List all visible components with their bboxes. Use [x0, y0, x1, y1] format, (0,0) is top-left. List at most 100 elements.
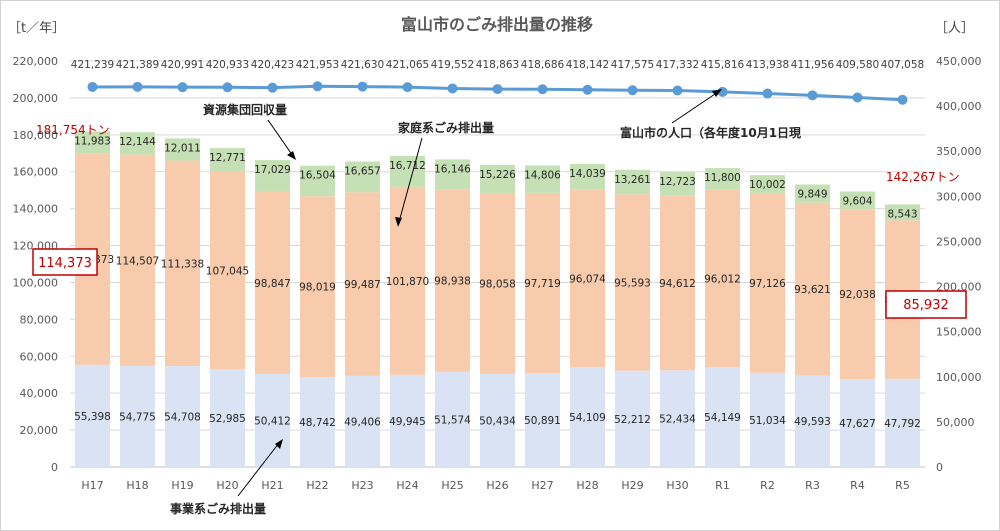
population-value-label: 420,933: [206, 59, 249, 71]
y2-tick-label: 450,000: [936, 55, 982, 68]
jigyo-arrow-head: [275, 439, 283, 449]
population-point: [807, 90, 818, 101]
y-tick-label: 220,000: [13, 55, 59, 68]
bar-value-label: 54,775: [119, 411, 156, 423]
population-point: [582, 84, 593, 95]
bar-value-label: 52,212: [614, 414, 651, 426]
x-tick-label: H22: [306, 479, 328, 492]
bar-value-label: 55,398: [74, 411, 111, 423]
population-point: [132, 81, 143, 92]
bar-segment: [525, 165, 560, 193]
bar-value-label: 93,621: [794, 284, 831, 296]
bar-value-label: 12,723: [659, 176, 696, 188]
bar-value-label: 54,708: [164, 412, 201, 424]
bar-segment: [120, 154, 155, 366]
bar-value-label: 49,406: [344, 416, 381, 428]
bar-value-label: 50,434: [479, 415, 516, 427]
bar-value-label: 12,144: [119, 136, 156, 148]
bar-segment: [480, 164, 515, 193]
stacked-bars: [75, 131, 920, 467]
population-line: 421,239 421,389 420,991 420,933 420,423 421,9…: [71, 59, 924, 105]
bar-segment: [435, 371, 470, 467]
bar-value-label: 47,627: [839, 418, 876, 430]
bar-segment: [165, 160, 200, 367]
bar-segment: [210, 148, 245, 172]
population-point: [402, 82, 413, 93]
bar-value-label: 16,712: [389, 160, 426, 172]
bar-value-label: 114,507: [116, 255, 159, 267]
bar-value-label: 96,012: [704, 273, 741, 285]
bar-segment: [570, 189, 605, 368]
population-value-label: 418,142: [566, 59, 609, 71]
bar-segment: [300, 377, 335, 467]
bar-segment: [660, 195, 695, 371]
bar-value-label: 14,806: [524, 169, 561, 181]
x-tick-label: H26: [486, 479, 508, 492]
x-tick-label: H28: [576, 479, 598, 492]
household-last-box: [885, 290, 967, 319]
bar-segment: [885, 378, 920, 467]
bar-value-label: 10,002: [749, 179, 786, 191]
population-point: [762, 88, 773, 99]
y-tick-label: 140,000: [13, 203, 59, 216]
y2-tick-label: 250,000: [936, 235, 982, 248]
bar-data-labels: 55,398114,37311,98354,775114,50712,14454…: [71, 136, 921, 430]
y2-tick-label: 400,000: [936, 100, 982, 113]
bar-segment: [660, 370, 695, 467]
bar-value-label: 101,870: [386, 276, 429, 288]
bar-value-label: 14,039: [569, 168, 606, 180]
bar-segment: [480, 373, 515, 467]
y2-tick-label: 150,000: [936, 326, 982, 339]
category-axis: H17 H18 H19 H20 H21 H22 H23 H24 H25 H26 H27 H28 H29 H…: [81, 479, 909, 492]
x-tick-label: H27: [531, 479, 553, 492]
bar-segment: [840, 209, 875, 380]
bar-segment: [750, 372, 785, 467]
x-tick-label: H21: [261, 479, 283, 492]
bar-value-label: 107,045: [206, 265, 249, 277]
bar-value-label: 11,983: [74, 136, 111, 148]
bar-value-label: 96,074: [569, 273, 606, 285]
population-point: [357, 81, 368, 92]
y2-tick-label: 100,000: [936, 371, 982, 384]
y2-tick-label: 50,000: [936, 416, 975, 429]
y2-tick-label: 350,000: [936, 145, 982, 158]
household-first-box: [32, 248, 98, 276]
bar-segment: [615, 194, 650, 371]
bar-segment: [210, 171, 245, 370]
left-axis: 020,00040,00060,00080,000100,000120,0001…: [13, 55, 59, 474]
population-point: [897, 94, 908, 105]
bar-segment: [165, 138, 200, 161]
bar-segment: [390, 374, 425, 467]
bar-segment: [345, 192, 380, 376]
bar-segment: [435, 189, 470, 372]
population-point: [267, 82, 278, 93]
bar-segment: [480, 192, 515, 374]
population-value-label: 407,058: [881, 59, 924, 71]
population-value-label: 418,863: [476, 59, 519, 71]
bar-segment: [840, 379, 875, 467]
bar-value-label: 52,434: [659, 414, 696, 426]
population-value-label: 421,953: [296, 59, 339, 71]
annotations: 181,754トン 142,267トン 114,373 85,932 資源集団回…: [32, 89, 967, 516]
katei-arrow: [398, 137, 423, 223]
bar-segment: [120, 365, 155, 467]
bar-value-label: 97,719: [524, 278, 561, 290]
bar-value-label: 111,338: [161, 258, 204, 270]
shigen-series-label: 資源集団回収量: [203, 102, 287, 117]
jigyo-series-label: 事業系ごみ排出量: [170, 501, 266, 516]
bar-value-label: 97,126: [749, 278, 786, 290]
bar-segment: [255, 160, 290, 192]
bar-segment: [795, 184, 830, 203]
bar-value-label: 50,412: [254, 415, 291, 427]
bar-segment: [615, 370, 650, 467]
bar-segment: [615, 169, 650, 195]
population-point: [312, 81, 323, 92]
y-tick-label: 160,000: [13, 166, 59, 179]
jigyo-arrow: [237, 442, 280, 497]
x-tick-label: R5: [895, 479, 910, 492]
bar-segment: [750, 175, 785, 194]
bar-segment: [120, 132, 155, 155]
bar-value-label: 94,612: [659, 278, 696, 290]
bar-segment: [75, 364, 110, 467]
